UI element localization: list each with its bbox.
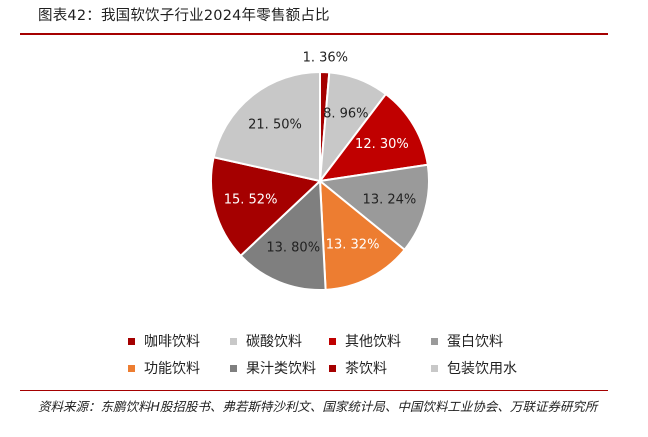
pie-data-label-7: 21. 50% (248, 117, 302, 132)
pie-slice-5 (239, 178, 327, 291)
pie-data-label-1: 8. 96% (323, 106, 368, 121)
pie-data-label-6: 15. 52% (224, 193, 278, 208)
pie-data-label-3: 13. 24% (363, 192, 417, 207)
pie-data-label-5: 13. 80% (266, 240, 320, 255)
pie-data-label-4: 13. 32% (326, 238, 380, 253)
pie-slice-2 (317, 92, 429, 183)
pie-slice-3 (317, 163, 430, 252)
pie-slice-6 (210, 156, 323, 258)
footer-rule (20, 390, 608, 391)
title-rule (20, 33, 608, 35)
source-note: 资料来源：东鹏饮料H股招股书、弗若斯特沙利文、国家统计局、中国饮料工业协会、万联… (38, 399, 598, 414)
pie-slice-4 (318, 178, 406, 291)
figure-title: 图表42：我国软饮子行业2024年零售额占比 (38, 8, 330, 24)
pie-data-label-0: 1. 36% (303, 51, 348, 66)
pie-slice-7 (212, 70, 321, 183)
pie-data-label-2: 12. 30% (355, 137, 409, 152)
